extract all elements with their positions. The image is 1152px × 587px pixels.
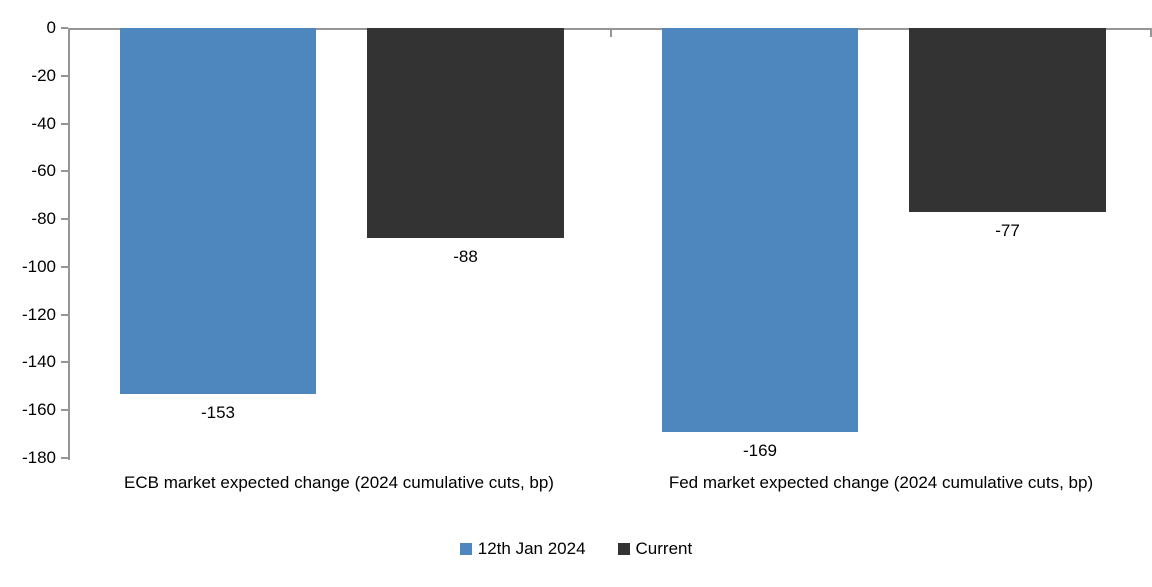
y-axis-tick-mark bbox=[61, 409, 68, 412]
y-axis-tick-label: -160 bbox=[21, 400, 56, 420]
y-axis-tick-label: -60 bbox=[31, 161, 56, 181]
category-label-fed: Fed market expected change (2024 cumulat… bbox=[668, 473, 1094, 492]
legend-swatch-12th-jan-2024 bbox=[459, 543, 472, 555]
legend-item-12th-jan-2024: 12th Jan 2024 bbox=[459, 539, 586, 559]
bar-12th-jan-2024-fed bbox=[662, 28, 858, 432]
legend-label: Current bbox=[635, 539, 693, 558]
bar-value-label: -169 bbox=[742, 441, 778, 460]
y-axis-tick-label: -140 bbox=[21, 352, 56, 372]
category-label-ecb: ECB market expected change (2024 cumulat… bbox=[124, 473, 554, 492]
legend-swatch-current bbox=[617, 543, 630, 555]
y-axis-tick-label: -180 bbox=[21, 448, 56, 467]
y-axis-tick-label: -120 bbox=[21, 304, 56, 324]
bar-12th-jan-2024-ecb bbox=[120, 28, 316, 394]
y-axis-tick-label: -20 bbox=[31, 65, 56, 85]
y-axis-tick-mark bbox=[61, 74, 68, 77]
y-axis-tick-mark bbox=[61, 361, 68, 364]
bar-value-label: -153 bbox=[200, 403, 236, 422]
legend-item-current: Current bbox=[617, 539, 693, 559]
y-axis-tick-label: -40 bbox=[31, 113, 56, 133]
bar-value-label: -77 bbox=[995, 221, 1020, 240]
y-axis-line bbox=[68, 28, 70, 460]
y-axis-tick-label: 0 bbox=[46, 18, 56, 37]
y-axis-tick-label: -80 bbox=[31, 209, 56, 229]
y-axis-tick-label: -100 bbox=[21, 256, 56, 276]
y-axis-tick-mark bbox=[61, 218, 68, 221]
y-axis-tick-mark bbox=[61, 313, 68, 316]
x-axis-tick-mark bbox=[1150, 28, 1152, 37]
bar-value-label: -88 bbox=[453, 247, 478, 266]
bar-current-ecb bbox=[367, 28, 564, 238]
y-axis-tick-mark bbox=[61, 170, 68, 173]
legend-label: 12th Jan 2024 bbox=[477, 539, 586, 558]
y-axis-tick-mark bbox=[61, 457, 68, 459]
y-axis-tick-mark bbox=[61, 265, 68, 268]
bar-current-fed bbox=[909, 28, 1106, 212]
chart-legend: 12th Jan 2024 Current bbox=[0, 539, 1152, 559]
y-axis-tick-mark bbox=[61, 122, 68, 125]
x-axis-tick-mark bbox=[610, 28, 612, 37]
y-axis-tick-mark bbox=[61, 27, 68, 29]
